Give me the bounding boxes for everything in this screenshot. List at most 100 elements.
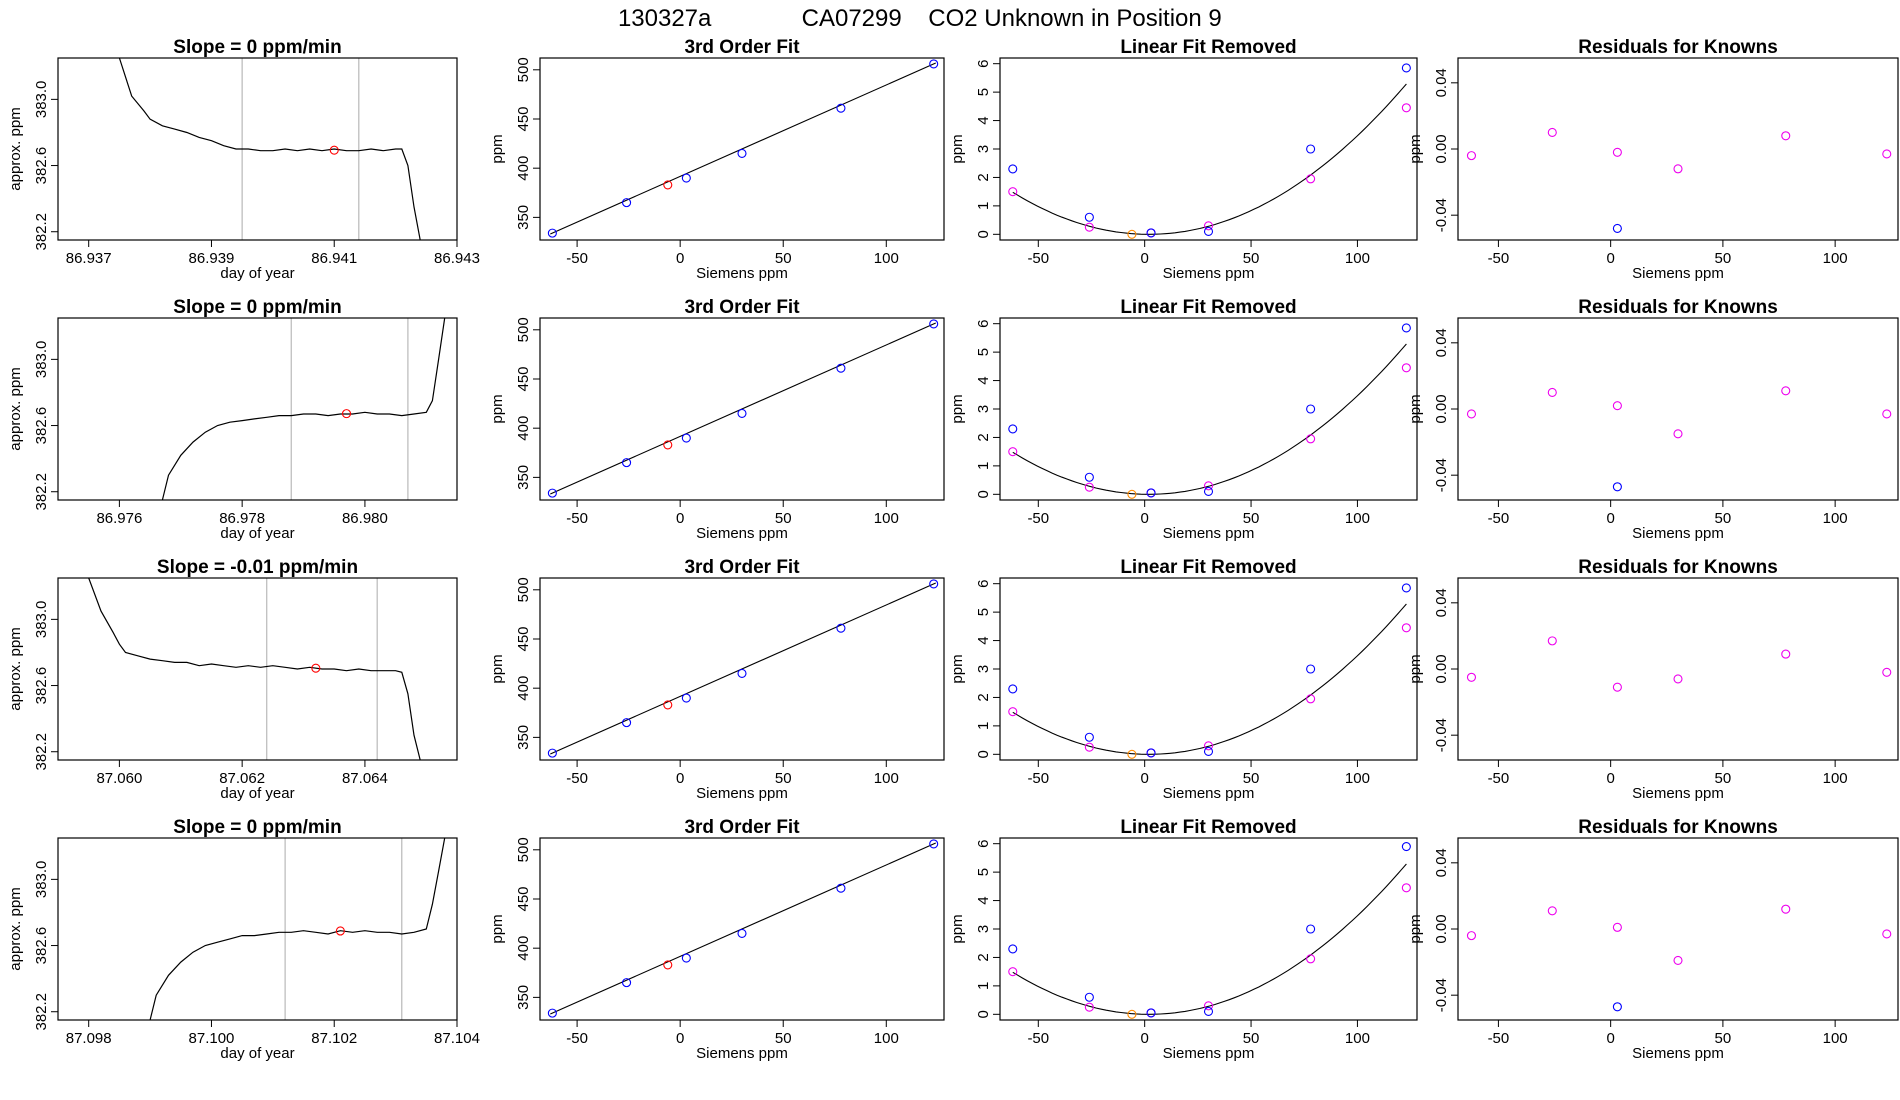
known-point: [1306, 404, 1316, 414]
y-tick-label: 4: [975, 376, 992, 384]
plot-area: [547, 59, 939, 238]
known-point: [1203, 746, 1214, 757]
plot-area: [1466, 127, 1892, 233]
known-point: [1203, 1006, 1214, 1017]
y-tick-label: 6: [975, 580, 992, 588]
mean-point: [341, 409, 352, 419]
x-tick-label: 0: [676, 510, 684, 527]
ppm-trace-line: [161, 318, 446, 500]
y-tick-label: 0: [975, 750, 992, 758]
residual-point: [1547, 127, 1557, 138]
y-tick-label: 450: [515, 366, 532, 391]
plot-area: [547, 319, 939, 498]
x-tick-label: 87.060: [96, 770, 142, 787]
y-tick-label: 382.2: [33, 213, 50, 251]
y-tick-label: 350: [515, 985, 532, 1010]
panel-trace: Slope = -0.01 ppm/min 87.060 87.062 87.064 3…: [7, 557, 458, 802]
panel-trace: Slope = 0 ppm/min 87.098 87.100 87.102 87.10…: [7, 817, 480, 1062]
residual-point: [1612, 401, 1622, 411]
plot-area: [88, 578, 421, 760]
known-point: [681, 173, 691, 183]
unknown-point: [663, 440, 673, 450]
secondary-point: [1084, 742, 1094, 752]
y-tick-label: 382.6: [33, 147, 50, 185]
known-point: [1401, 323, 1411, 333]
y-tick-label: 382.2: [33, 473, 50, 511]
blue-residual-point: [1612, 1002, 1622, 1012]
known-point: [929, 839, 939, 849]
plot-frame: [1457, 317, 1899, 501]
figure-title-description: CO2 Unknown in Position 9: [928, 5, 1221, 32]
x-tick-label: 100: [874, 770, 899, 787]
blue-residual-point: [1612, 223, 1622, 233]
x-axis-label: Siemens ppm: [1163, 785, 1255, 802]
y-tick-label: 382.2: [33, 733, 50, 771]
known-point: [622, 978, 632, 988]
x-tick-label: 0: [1141, 770, 1149, 787]
residual-point: [1547, 387, 1557, 398]
panel-residuals: Residuals for Knowns -50 0 50 100 -0.04 0.00 0.…: [1407, 297, 1899, 542]
panel-trace: Slope = 0 ppm/min 86.976 86.978 86.980 382.2…: [7, 297, 458, 542]
x-tick-label: -50: [566, 770, 588, 787]
plot-frame: [539, 837, 945, 1021]
x-tick-label: 87.098: [66, 1030, 112, 1047]
y-axis-label: approx. ppm: [7, 887, 24, 970]
x-axis-label: Siemens ppm: [696, 525, 788, 542]
secondary-point: [1401, 103, 1411, 113]
fit-line: [550, 842, 936, 1015]
secondary-point: [1203, 1001, 1214, 1011]
y-tick-label: 5: [975, 868, 992, 876]
y-axis-label: ppm: [489, 394, 506, 423]
y-tick-label: 4: [975, 896, 992, 904]
known-point: [1203, 486, 1214, 497]
y-tick-label: 2: [975, 953, 992, 961]
y-tick-label: 0.04: [1433, 328, 1450, 357]
x-tick-label: 100: [1345, 1030, 1370, 1047]
known-point: [737, 408, 747, 418]
known-point: [681, 693, 691, 703]
known-point: [1401, 841, 1411, 852]
x-tick-label: 50: [1243, 770, 1260, 787]
x-axis-label: Siemens ppm: [696, 265, 788, 282]
residual-point: [1882, 929, 1892, 939]
residual-point: [1882, 149, 1892, 159]
secondary-point: [1008, 187, 1018, 197]
x-tick-label: 86.937: [66, 250, 112, 267]
known-point: [1008, 164, 1018, 174]
panel-fit: 3rd Order Fit -50 0 50 100 350 400 450 500 Siemen…: [489, 297, 945, 542]
residual-point: [1547, 636, 1557, 646]
secondary-point: [1306, 434, 1316, 444]
plot-frame: [57, 837, 458, 1021]
x-tick-label: -50: [1027, 250, 1049, 267]
known-point: [1008, 424, 1018, 434]
x-tick-label: -50: [1027, 770, 1049, 787]
plot-frame: [1457, 57, 1899, 241]
y-tick-label: 5: [975, 348, 992, 356]
secondary-point: [1306, 174, 1316, 184]
y-tick-label: 382.6: [33, 927, 50, 965]
x-tick-label: -50: [1027, 1030, 1049, 1047]
x-tick-label: 100: [1823, 1030, 1848, 1047]
y-tick-label: 3: [975, 145, 992, 153]
known-point: [929, 59, 939, 69]
known-point: [1008, 684, 1018, 694]
y-tick-label: 0: [975, 230, 992, 238]
y-tick-label: 0.04: [1433, 848, 1450, 877]
x-tick-label: 100: [1823, 250, 1848, 267]
unknown-point: [1127, 1009, 1137, 1019]
secondary-point: [1203, 741, 1214, 751]
known-point: [1306, 924, 1316, 934]
y-tick-label: -0.04: [1433, 718, 1450, 752]
x-tick-label: 87.102: [311, 1030, 357, 1047]
y-tick-label: 383.0: [33, 81, 50, 119]
x-tick-label: -50: [1027, 510, 1049, 527]
residual-point: [1612, 147, 1622, 157]
secondary-point: [1401, 363, 1411, 373]
y-axis-label: ppm: [1407, 654, 1424, 683]
x-axis-label: Siemens ppm: [1163, 1045, 1255, 1062]
residual-point: [1781, 649, 1791, 659]
x-tick-label: 87.064: [342, 770, 388, 787]
known-point: [737, 928, 747, 938]
residual-point: [1466, 931, 1477, 941]
